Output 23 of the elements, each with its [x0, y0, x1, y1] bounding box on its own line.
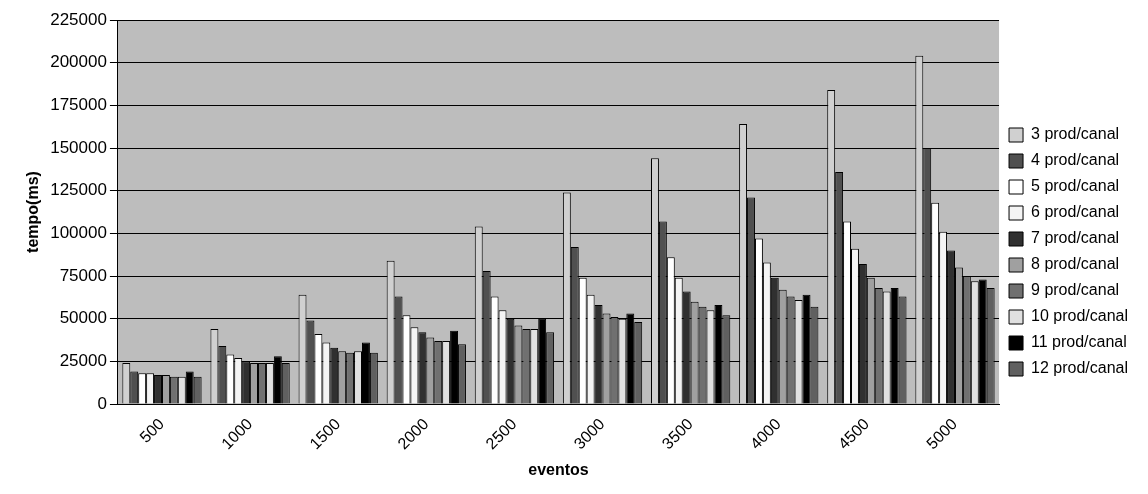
x-tick-label: 500 — [136, 414, 168, 446]
legend-label: 9 prod/canal — [1031, 281, 1120, 299]
legend-label: 12 prod/canal — [1031, 359, 1129, 377]
legend-label: 6 prod/canal — [1031, 203, 1120, 221]
legend-label: 11 prod/canal — [1031, 333, 1127, 351]
y-axis-title: tempo(ms) — [24, 171, 42, 253]
legend-label: 7 prod/canal — [1031, 229, 1120, 247]
legend-label: 4 prod/canal — [1031, 151, 1120, 169]
y-tick-label: 50000 — [59, 308, 107, 328]
y-tick-label: 100000 — [50, 223, 107, 243]
y-tick-label: 125000 — [50, 180, 107, 200]
y-tick-label: 0 — [97, 393, 107, 413]
y-tick-label: 75000 — [59, 265, 107, 285]
y-tick-label: 25000 — [59, 351, 107, 371]
legend-label: 5 prod/canal — [1031, 177, 1120, 195]
y-tick-label: 225000 — [50, 9, 107, 29]
y-tick-label: 175000 — [50, 95, 107, 115]
y-tick-label: 150000 — [50, 137, 107, 157]
legend-label: 10 prod/canal — [1031, 307, 1129, 325]
x-axis-title: eventos — [528, 460, 589, 478]
y-tick-label: 200000 — [50, 52, 107, 72]
legend-label: 3 prod/canal — [1031, 125, 1120, 143]
legend-label: 8 prod/canal — [1031, 255, 1120, 273]
